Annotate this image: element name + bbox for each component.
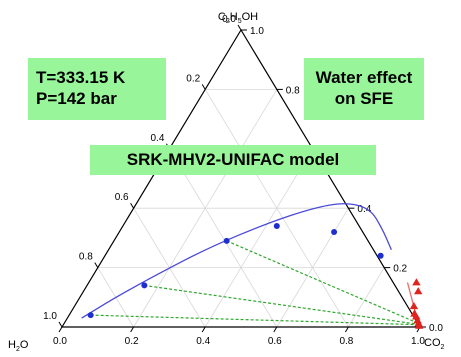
tick-label-right: 0.0	[429, 323, 443, 334]
tick-label-right: 0.4	[357, 204, 371, 215]
red-data-point	[414, 287, 423, 295]
blue-data-point	[331, 228, 338, 235]
conditions-box: T=333.15 K P=142 bar	[28, 58, 166, 120]
tick-left	[58, 321, 63, 328]
vertex-label-left: H2O	[8, 339, 29, 353]
red-data-point	[415, 321, 424, 329]
tick-label-bottom: 0.6	[268, 336, 282, 347]
gridline-co2	[204, 148, 313, 328]
tick-left	[201, 84, 206, 90]
tie-line	[90, 314, 417, 326]
water-effect-line1: Water effect	[315, 68, 413, 88]
gridline-co2	[348, 267, 385, 328]
tick-label-bottom: 0.8	[339, 336, 353, 347]
data-points	[87, 223, 424, 329]
water-effect-line2: on SFE	[334, 89, 394, 108]
tick-label-left: 0.8	[79, 252, 93, 263]
vertex-label-right: CO2	[424, 337, 445, 351]
tick-label-right: 0.8	[286, 85, 300, 96]
grid-lines	[97, 89, 385, 328]
blue-data-point	[377, 252, 384, 259]
tick-label-right: 0.2	[393, 264, 407, 275]
tick-bottom	[273, 326, 278, 333]
triangle-frame	[60, 28, 422, 328]
tick-label-left: 0.4	[150, 133, 164, 144]
tie-line	[144, 284, 417, 325]
binodal-curve	[81, 203, 420, 328]
tie-lines	[90, 240, 419, 326]
red-data-point	[409, 302, 419, 310]
tick-label-right: 1.0	[250, 26, 264, 37]
tick-label-bottom: 0.4	[196, 336, 210, 347]
tick-label-bottom: 0.2	[125, 336, 139, 347]
blue-data-point	[87, 312, 94, 319]
tick-label-left: 1.0	[43, 311, 57, 322]
tick-bottom	[201, 326, 206, 333]
red-data-point	[412, 278, 421, 286]
blue-data-point	[273, 223, 280, 230]
gridline-co2	[276, 207, 349, 328]
tick-left	[94, 262, 99, 268]
blue-data-point	[141, 282, 148, 289]
blue-data-point	[223, 237, 230, 244]
tick-left	[130, 202, 135, 209]
vertex-label-top: C2H5OH	[218, 11, 258, 25]
tick-label-bottom: 0.0	[53, 336, 67, 347]
model-label: SRK-MHV2-UNIFAC model	[126, 149, 340, 169]
gridline-water	[169, 148, 278, 328]
tick-label-left: 0.6	[115, 192, 129, 203]
tick-bottom	[344, 326, 349, 333]
tick-bottom	[130, 326, 135, 333]
binodal-line	[81, 203, 392, 319]
water-effect-box: Water effect on SFE	[304, 58, 424, 120]
tick-left	[237, 24, 242, 31]
model-box: SRK-MHV2-UNIFAC model	[90, 145, 376, 175]
tick-bottom	[58, 326, 63, 333]
pressure-label: P=142 bar	[36, 89, 117, 108]
tick-label-left: 0.0	[222, 14, 236, 25]
temperature-label: T=333.15 K	[36, 68, 126, 88]
tick-label-bottom: 1.0	[411, 336, 425, 347]
tick-label-left: 0.2	[186, 73, 200, 84]
